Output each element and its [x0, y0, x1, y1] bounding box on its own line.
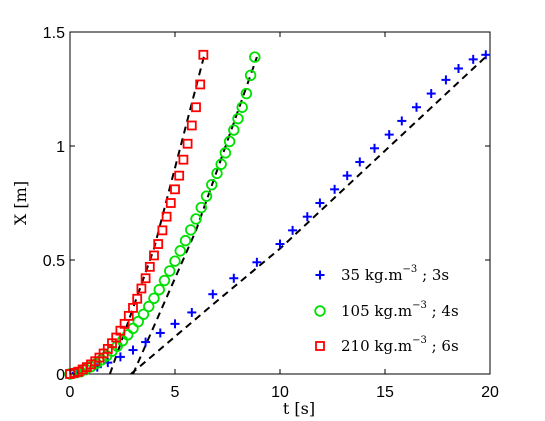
data-point: [128, 345, 138, 355]
data-point: [370, 143, 379, 153]
data-point: [158, 274, 171, 287]
data-point: [200, 190, 213, 202]
data-point: [355, 157, 365, 167]
data-point: [178, 154, 189, 165]
data-point: [128, 302, 138, 313]
data-point: [315, 198, 325, 208]
data-point: [179, 234, 192, 247]
axis-ticks: 0 5 10 15 20 0 0.5 1 1.5: [43, 25, 499, 401]
data-point: [195, 79, 206, 90]
data-point: [149, 250, 159, 261]
data-point: [174, 170, 185, 181]
data-point: [140, 273, 151, 284]
data-point: [215, 158, 227, 170]
data-point: [223, 135, 236, 148]
legend-marker: [314, 305, 326, 317]
series-layer: [64, 49, 491, 380]
data-point: [198, 49, 209, 60]
data-point: [288, 225, 298, 235]
data-point: [219, 147, 232, 159]
data-point: [412, 102, 421, 112]
data-point: [468, 54, 478, 64]
data-point: [174, 245, 186, 257]
x-tick-label: 15: [376, 384, 394, 401]
data-point: [144, 261, 155, 272]
data-point: [164, 265, 176, 277]
data-point: [232, 112, 244, 125]
data-point: [211, 167, 223, 180]
data-point: [187, 307, 197, 317]
fit-line: [130, 54, 489, 375]
data-point: [228, 124, 240, 136]
data-point: [115, 352, 125, 362]
data-point: [132, 315, 144, 328]
data-point: [302, 212, 312, 222]
data-point: [426, 89, 436, 99]
data-point: [155, 328, 165, 338]
data-point: [208, 289, 218, 299]
legend-label: 210 kg.m−3 ; 6s: [341, 335, 459, 355]
data-point: [240, 87, 253, 100]
data-point: [141, 337, 151, 347]
data-point: [153, 283, 165, 296]
data-point: [186, 120, 197, 131]
y-tick-label: 1: [56, 139, 65, 156]
data-point: [206, 179, 218, 191]
legend: 35 kg.m−3 ; 3s 105 kg.m−3 ; 4s 210 kg.m−3 …: [314, 264, 459, 355]
data-point: [252, 257, 262, 267]
x-axis-label: t [s]: [283, 399, 315, 418]
data-point: [165, 198, 176, 208]
data-point: [244, 69, 257, 82]
data-point: [157, 225, 168, 236]
data-point: [136, 283, 147, 294]
y-tick-label: 0.5: [43, 253, 65, 270]
data-point: [132, 293, 143, 304]
x-tick-label: 20: [481, 384, 499, 401]
data-point: [153, 239, 164, 249]
data-point: [185, 224, 197, 236]
legend-label: 35 kg.m−3 ; 3s: [341, 264, 449, 284]
y-axis-label: X [m]: [11, 181, 30, 225]
data-point: [236, 101, 248, 113]
data-point: [441, 75, 451, 85]
data-point: [249, 51, 261, 63]
data-point: [137, 308, 150, 320]
data-point: [330, 184, 340, 194]
data-point: [454, 63, 463, 73]
data-point: [170, 184, 180, 195]
legend-marker: [315, 270, 325, 280]
data-point: [169, 255, 181, 267]
data-point: [170, 319, 180, 329]
data-point: [182, 138, 193, 149]
series: [65, 49, 209, 379]
data-point: [275, 239, 285, 249]
data-point: [161, 211, 172, 222]
data-point: [229, 273, 239, 283]
y-tick-label: 1.5: [43, 25, 65, 42]
x-tick-label: 0: [66, 384, 75, 401]
data-point: [195, 201, 207, 214]
data-point: [190, 213, 202, 225]
data-point: [397, 116, 407, 126]
legend-label: 105 kg.m−3 ; 4s: [341, 300, 459, 320]
data-point: [481, 50, 491, 60]
y-tick-label: 0: [56, 367, 65, 384]
data-point: [191, 102, 201, 113]
x-tick-label: 10: [271, 384, 289, 401]
data-point: [384, 130, 394, 140]
data-point: [148, 292, 160, 305]
data-point: [143, 300, 155, 313]
data-point: [342, 171, 352, 181]
legend-marker: [315, 341, 325, 351]
x-tick-label: 5: [171, 384, 180, 401]
